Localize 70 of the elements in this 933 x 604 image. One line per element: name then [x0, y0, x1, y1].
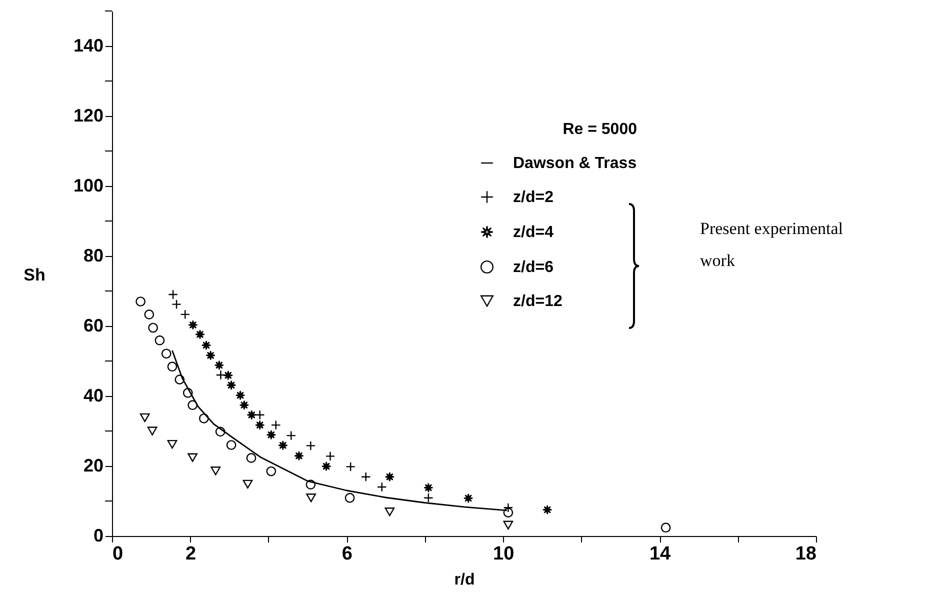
- y-axis-title: Sh: [24, 266, 46, 284]
- point: [161, 348, 172, 359]
- x-tick-label: 2: [185, 544, 196, 564]
- point: [306, 480, 316, 490]
- point: [182, 388, 193, 398]
- point: [306, 494, 316, 502]
- point: [201, 340, 212, 350]
- point: [188, 320, 198, 330]
- point: [210, 466, 221, 476]
- point: [167, 440, 178, 449]
- x-tick-label: 0: [112, 544, 124, 564]
- point: [384, 472, 395, 482]
- point: [235, 390, 246, 400]
- point: [168, 290, 178, 300]
- point: [246, 453, 256, 463]
- point: [195, 329, 205, 340]
- point: [136, 296, 146, 306]
- y-tick-label: 100: [73, 176, 104, 196]
- point: [198, 413, 209, 424]
- legend-title: Re = 5000: [562, 121, 638, 138]
- y-tick-label: 140: [73, 36, 104, 56]
- point: [140, 413, 150, 422]
- point: [278, 440, 288, 450]
- y-tick-label: 80: [83, 246, 104, 266]
- point: [223, 370, 234, 380]
- point: [294, 450, 304, 461]
- point: [266, 466, 276, 476]
- point: [188, 453, 198, 462]
- point: [344, 492, 355, 503]
- x-tick-label: 14: [649, 544, 672, 564]
- point: [147, 426, 158, 436]
- y-tick-label: 120: [73, 106, 104, 126]
- point: [206, 350, 216, 360]
- legend-label: z/d=4: [513, 224, 554, 241]
- point: [154, 335, 165, 346]
- point: [266, 430, 276, 440]
- x-tick-label: 10: [493, 544, 514, 564]
- point: [254, 420, 265, 430]
- point: [660, 522, 671, 533]
- point: [503, 508, 514, 518]
- point: [144, 310, 154, 320]
- point: [503, 520, 514, 530]
- x-axis-title: r/d: [454, 572, 475, 588]
- y-tick-label: 40: [83, 386, 104, 406]
- legend-label: z/d=12: [513, 293, 562, 310]
- point: [463, 493, 474, 504]
- y-tick-label: 60: [83, 316, 104, 336]
- legend-label: z/d=2: [513, 189, 554, 206]
- x-tick-label: 6: [342, 544, 352, 564]
- point: [167, 362, 178, 372]
- point: [542, 504, 552, 515]
- point: [321, 461, 332, 472]
- point: [148, 322, 158, 333]
- legend-label: z/d=6: [513, 259, 554, 276]
- point: [215, 426, 226, 437]
- point: [188, 400, 198, 410]
- point: [226, 440, 236, 450]
- point: [423, 482, 434, 493]
- point: [226, 380, 236, 390]
- annotation: Present experimental work: [700, 218, 844, 272]
- x-tick-label: 18: [795, 544, 816, 564]
- y-tick-label: 0: [93, 526, 104, 546]
- point: [239, 400, 250, 410]
- point: [242, 480, 253, 489]
- point: [246, 410, 257, 420]
- point: [214, 360, 224, 370]
- y-tick-label: 20: [83, 456, 104, 476]
- point: [174, 374, 185, 384]
- point: [384, 508, 395, 516]
- legend-label: Dawson & Trass: [513, 155, 637, 172]
